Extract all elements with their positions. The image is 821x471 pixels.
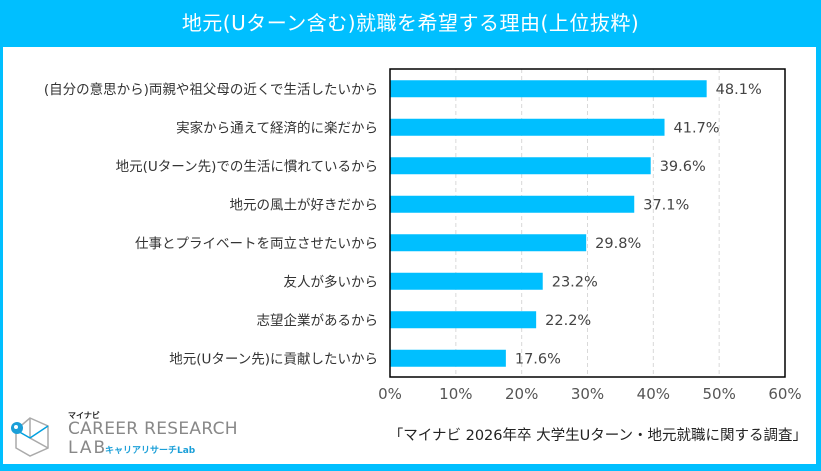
bar <box>390 80 707 98</box>
bar <box>390 118 665 136</box>
value-label: 17.6% <box>515 351 561 367</box>
value-label: 48.1% <box>716 82 762 98</box>
category-label: 友人が多いから <box>284 273 379 290</box>
category-label: 仕事とプライベートを両立させたいから <box>135 236 378 252</box>
category-label: 地元の風土が好きだから <box>230 197 379 213</box>
chart-title: 地元(Uターン含む)就職を希望する理由(上位抜粋) <box>0 0 821 47</box>
value-label: 41.7% <box>674 120 720 136</box>
career-research-lab-logo-icon <box>11 417 49 457</box>
value-label: 22.2% <box>545 313 591 329</box>
x-tick-label: 60% <box>768 385 801 403</box>
value-label: 23.2% <box>552 274 598 290</box>
bar <box>390 272 543 290</box>
category-label: 実家から通えて経済的に楽だから <box>176 119 378 136</box>
x-tick-label: 10% <box>439 385 472 403</box>
x-tick-label: 30% <box>571 385 604 403</box>
x-tick-labels: 0% 10% 20% 30% 40% 50% 60% <box>378 385 802 403</box>
bars <box>390 80 707 367</box>
category-label: 地元(Uターン先)に貢献したいから <box>169 351 378 367</box>
x-tick-label: 40% <box>637 385 670 403</box>
value-labels: 48.1% 41.7% 39.6% 37.1% 29.8% 23.2% 22.2% 17.6% <box>515 82 762 368</box>
category-label: 志望企業があるから <box>257 312 379 329</box>
value-label: 39.6% <box>660 159 706 175</box>
grid-lines <box>455 69 720 377</box>
category-label: 地元(Uターン先)での生活に慣れているから <box>116 159 378 175</box>
bar-chart: (自分の意思から)両親や祖父母の近くで生活したいから実家から通えて経済的に楽だか… <box>44 68 802 403</box>
source-note: 「マイナビ 2026年卒 大学生Uターン・地元就職に関する調査」 <box>388 428 807 444</box>
bar <box>390 349 506 367</box>
bar <box>390 234 587 252</box>
category-label: (自分の意思から)両親や祖父母の近くで生活したいから <box>44 81 378 98</box>
logo-sub: キャリアリサーチLab <box>105 446 196 456</box>
x-tick-label: 20% <box>505 385 538 403</box>
category-labels: (自分の意思から)両親や祖父母の近くで生活したいから実家から通えて経済的に楽だか… <box>44 81 378 368</box>
logo-brand: マイナビ <box>68 411 100 420</box>
x-tick-label: 50% <box>702 385 735 403</box>
x-tick-label: 0% <box>378 385 402 403</box>
value-label: 29.8% <box>595 236 641 252</box>
logo: マイナビ CAREER RESEARCH LAB キャリアリサーチLab <box>8 410 238 460</box>
bar <box>390 311 537 329</box>
bar <box>390 157 651 175</box>
value-label: 37.1% <box>643 197 689 213</box>
logo-line1: CAREER RESEARCH <box>68 419 238 439</box>
plot-frame <box>389 68 786 378</box>
bar <box>390 195 635 213</box>
logo-line2: LAB <box>68 438 108 458</box>
